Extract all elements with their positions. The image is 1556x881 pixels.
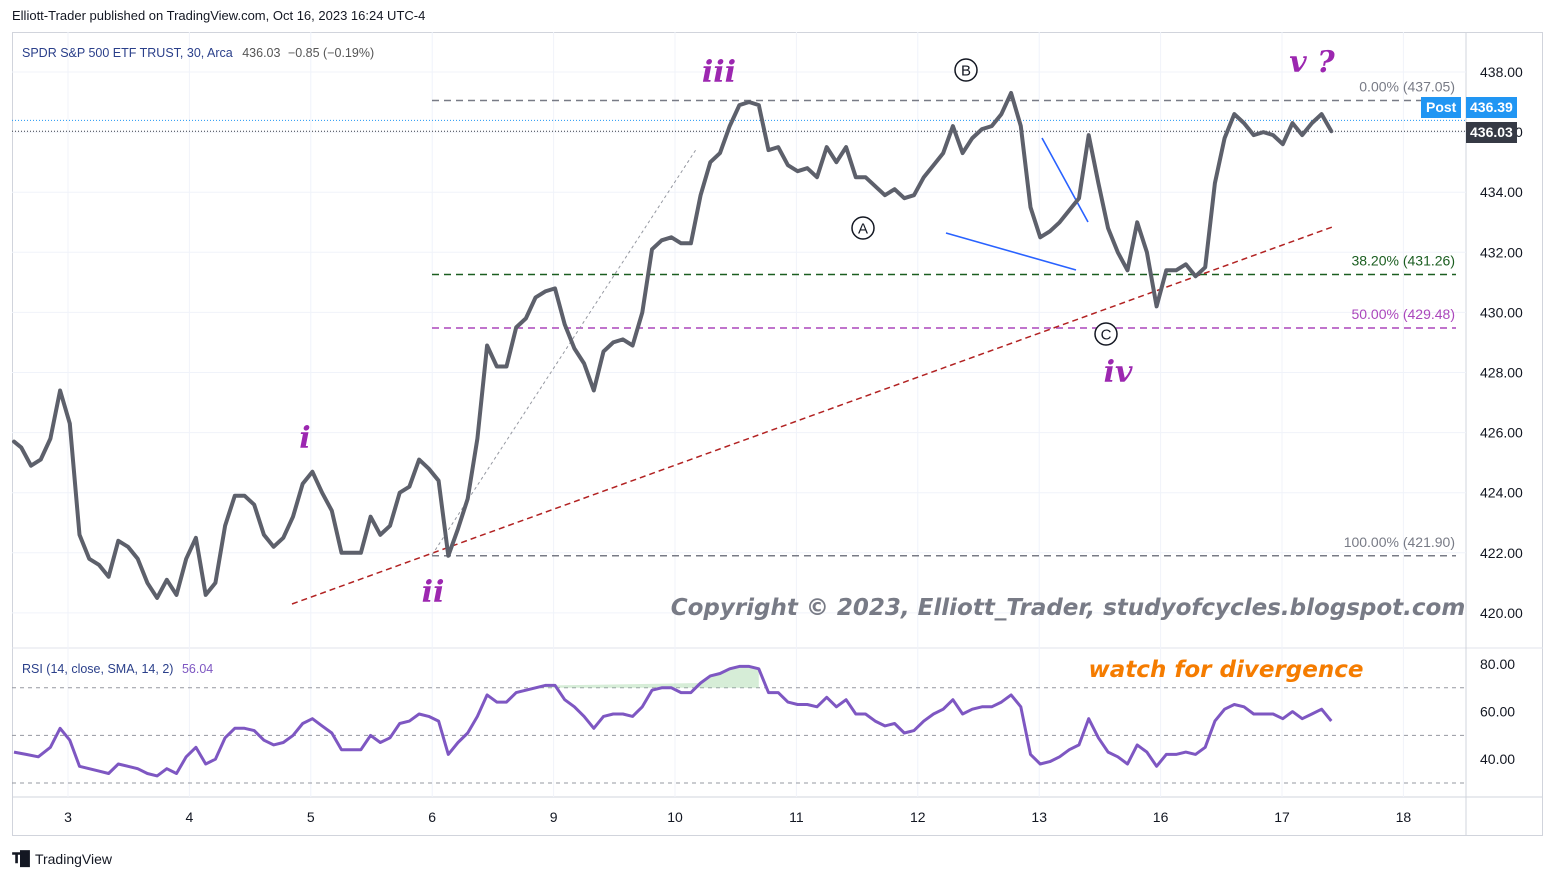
- y-tick-label: 434.00: [1480, 184, 1523, 200]
- y-tick-label: 426.00: [1480, 425, 1523, 441]
- wave-label-iv: iv: [1104, 355, 1133, 390]
- wave-label-b-circle: [954, 58, 978, 82]
- grid-lines: [12, 32, 1543, 836]
- copyright-note: Copyright © 2023, Elliott_Trader, studyo…: [671, 595, 1466, 621]
- y-tick-label: 428.00: [1480, 365, 1523, 381]
- fib-level-label: 100.00% (421.90): [1344, 534, 1455, 550]
- footer[interactable]: 𝐓█ TradingView: [12, 850, 112, 867]
- symbol-legend: SPDR S&P 500 ETF TRUST, 30, Arca 436.03 …: [22, 46, 374, 60]
- x-tick-label: 3: [64, 809, 72, 825]
- fib-level-label: 38.20% (431.26): [1351, 253, 1455, 269]
- chart-frame: [12, 32, 1543, 836]
- wave-label-a-circle: [851, 216, 875, 240]
- wave-label-iii: iii: [702, 55, 736, 90]
- x-tick-label: 13: [1031, 809, 1047, 825]
- y-tick-label: 424.00: [1480, 485, 1523, 501]
- footer-brand: TradingView: [34, 850, 112, 867]
- x-tick-label: 11: [789, 809, 804, 825]
- x-tick-label: 5: [307, 809, 315, 825]
- rsi-divergence-note: watch for divergence: [1089, 657, 1364, 683]
- wave-label-i: i: [299, 421, 310, 456]
- trendlines: [291, 137, 1336, 605]
- price-line: [12, 91, 1334, 600]
- rsi-legend: RSI (14, close, SMA, 14, 2) 56.04: [22, 662, 213, 676]
- post-badge-label: Post: [1421, 97, 1462, 118]
- wave-iii-projection-line: [431, 147, 698, 556]
- last-price-badge: 436.03: [1466, 122, 1517, 143]
- y-tick-label: 430.00: [1480, 304, 1523, 320]
- wave-label-c: C: [1101, 327, 1112, 344]
- x-tick-label: 6: [428, 809, 436, 825]
- x-tick-label: 17: [1274, 809, 1290, 825]
- y-tick-label: 420.00: [1480, 605, 1523, 621]
- y-tick-label: 438.00: [1480, 64, 1523, 80]
- rsi-overbought-fill: [545, 666, 759, 688]
- rsi-tick-label: 40.00: [1480, 751, 1515, 767]
- wave-label-a: A: [858, 221, 868, 238]
- post-price-badge: 436.39: [1466, 97, 1517, 118]
- rsi-tick-label: 60.00: [1480, 704, 1515, 720]
- x-tick-label: 9: [550, 809, 558, 825]
- y-tick-label: 432.00: [1480, 244, 1523, 260]
- fib-level-label: 0.00% (437.05): [1359, 79, 1455, 95]
- y-tick-label: 422.00: [1480, 545, 1523, 561]
- fib-retracement: 0.00% (437.05) 38.20% (431.26) 50.00% (429…: [12, 79, 1466, 557]
- symbol-name: SPDR S&P 500 ETF TRUST, 30, Arca: [22, 46, 233, 60]
- rsi-tick-label: 80.00: [1480, 656, 1515, 672]
- publish-header: Elliott-Trader published on TradingView.…: [12, 8, 426, 23]
- axes: 438.00436.00434.00432.00430.00428.00426.…: [64, 64, 1523, 825]
- wedge-line-lower: [945, 232, 1077, 271]
- x-tick-label: 4: [186, 809, 194, 825]
- tradingview-logo-icon: 𝐓█: [12, 850, 30, 866]
- rsi-line: [13, 664, 1333, 778]
- wave-label-v: v ?: [1289, 45, 1335, 80]
- fib-level-label: 50.00% (429.48): [1351, 306, 1455, 322]
- rsi-series: [13, 664, 1333, 778]
- wave-label-b: B: [961, 63, 971, 80]
- x-tick-label: 16: [1153, 809, 1169, 825]
- wedge-line-upper: [1041, 137, 1089, 223]
- rsi-value: 56.04: [181, 662, 214, 676]
- x-tick-label: 12: [910, 809, 926, 825]
- x-tick-label: 18: [1396, 809, 1412, 825]
- wave-label-ii: ii: [422, 575, 445, 610]
- wave-label-c-circle: [1094, 322, 1118, 346]
- price-change: −0.85 (−0.19%): [287, 46, 375, 60]
- last-price: 436.03: [242, 46, 281, 60]
- rsi-label: RSI (14, close, SMA, 14, 2): [22, 662, 174, 676]
- x-tick-label: 10: [667, 809, 683, 825]
- price-series: [12, 91, 1334, 600]
